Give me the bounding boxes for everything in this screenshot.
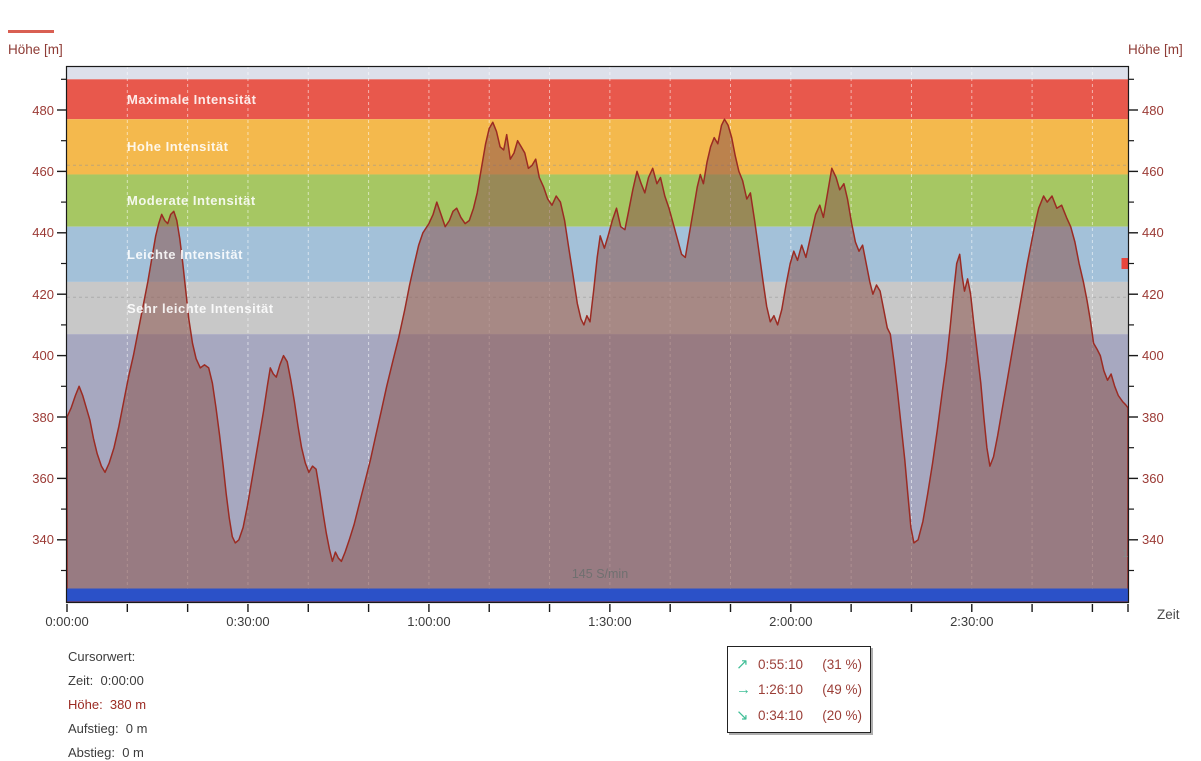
heart-rate-average-label: 145 S/min [571,567,629,581]
clipped-right-axis-label: 1 [1122,548,1129,560]
y-axis-label-left: 460 [32,163,54,179]
x-axis-label: 2:30:00 [950,614,994,629]
intensity-zone-label: Moderate Intensität [127,193,256,209]
y-axis-label-left: 400 [32,348,54,364]
end-marker [1121,258,1128,269]
cursor-row: Abstieg: 0 m [68,745,144,760]
y-axis-title-right: Höhe [m] [1128,42,1183,57]
cursor-value-panel: Cursorwert: Zeit: 0:00:00 Höhe: 380 m Aufst… [68,645,147,761]
x-axis-label: 0:00:00 [45,614,89,629]
plot-area[interactable] [65,65,1130,604]
clipped-toolbar-fragment [8,30,54,33]
y-axis-label-right: 420 [1142,286,1164,302]
x-axis-title: Zeit [1157,607,1180,622]
summary-row-arrow-down-right: ↘ 0:34:10 (20 %) [736,706,862,724]
ascent-descent-summary-box: ↗ 0:55:10 (31 %) → 1:26:10 (49 %) ↘ 0:34:10 (20 … [727,646,871,733]
y-axis-label-left: 440 [32,225,54,241]
elevation-profile-area [66,118,1129,603]
y-axis-label-right: 380 [1142,409,1164,425]
y-axis-label-left: 480 [32,102,54,118]
cursor-row: Höhe: 380 m [68,697,147,712]
summary-row-arrow-up-right: ↗ 0:55:10 (31 %) [736,655,862,673]
summary-row-arrow-right: → 1:26:10 (49 %) [736,681,862,698]
x-axis-label: 1:00:00 [407,614,451,629]
percent-value: (31 %) [822,656,862,672]
heart-rate-bar [67,588,1128,602]
intensity-zone-label: Leichte Intensität [127,246,243,262]
arrow-up-right-icon: ↗ [736,656,749,673]
arrow-down-right-icon: ↘ [736,707,749,724]
y-axis-label-left: 420 [32,286,54,302]
y-axis-label-right: 440 [1142,225,1164,241]
x-axis-label: 1:30:00 [588,614,632,629]
y-axis-label-right: 400 [1142,348,1164,364]
arrow-right-icon: → [736,681,751,698]
intensity-zone-band-1 [67,79,1128,120]
intensity-zone-label: Hohe Intensität [127,139,229,155]
x-axis-label: 2:00:00 [769,614,813,629]
y-axis-label-right: 340 [1142,532,1164,548]
percent-value: (20 %) [822,707,862,723]
cursor-row: Aufstieg: 0 m [68,721,148,736]
intensity-zone-label: Maximale Intensität [127,91,257,107]
intensity-zone-label: Sehr leichte Intensität [127,300,274,316]
y-axis-label-left: 340 [32,532,54,548]
y-axis-label-right: 360 [1142,470,1164,486]
duration-value: 0:34:10 [758,707,804,723]
cursor-row: Cursorwert: [68,649,136,664]
y-axis-label-right: 460 [1142,163,1164,179]
percent-value: (49 %) [822,682,862,697]
y-axis-label-left: 380 [32,409,54,425]
y-axis-label-left: 360 [32,470,54,486]
y-axis-title-left: Höhe [m] [8,42,63,57]
duration-value: 1:26:10 [758,682,804,697]
cursor-row: Zeit: 0:00:00 [68,673,144,688]
intensity-zone-band-0 [67,66,1128,80]
duration-value: 0:55:10 [758,656,804,672]
y-axis-label-right: 480 [1142,102,1164,118]
x-axis-label: 0:30:00 [226,614,270,629]
intensity-zone-band-3 [67,174,1128,227]
